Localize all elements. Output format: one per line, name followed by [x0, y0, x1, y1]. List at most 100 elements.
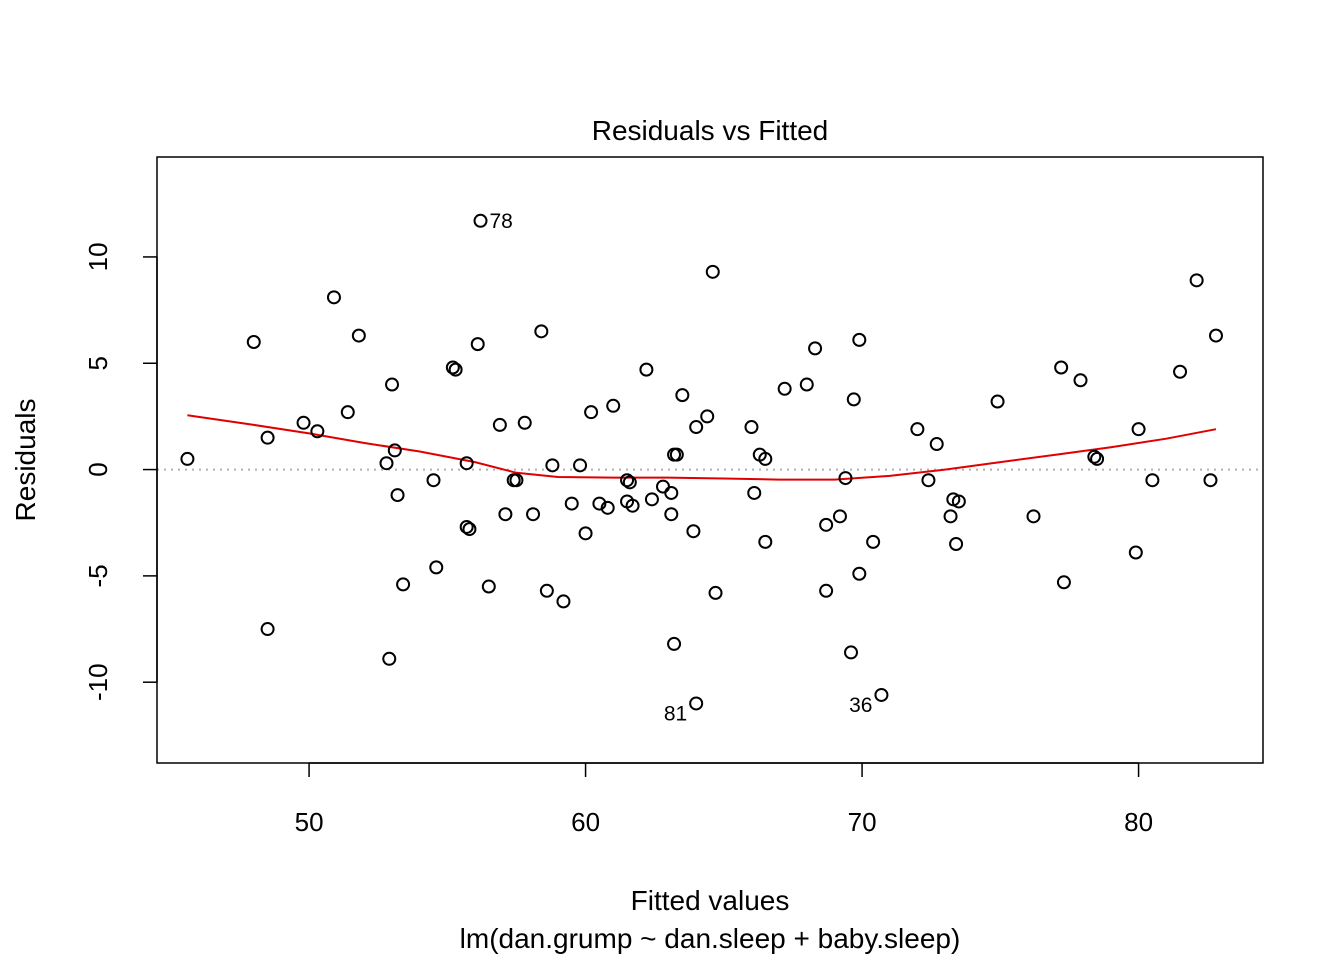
data-point [526, 507, 541, 522]
data-point [1087, 449, 1102, 464]
data-point [459, 519, 474, 534]
data-point [951, 494, 966, 509]
x-tick-label: 50 [295, 807, 324, 837]
data-point [990, 394, 1005, 409]
data-point [622, 475, 637, 490]
x-axis: 50 60 70 80 [295, 762, 1153, 837]
data-point [664, 507, 679, 522]
data-point [874, 687, 889, 702]
data-point [689, 696, 704, 711]
data-point [426, 473, 441, 488]
plot-frame [156, 156, 1264, 764]
data-point [708, 585, 723, 600]
data-point [246, 334, 261, 349]
data-point [1056, 575, 1071, 590]
y-tick-label: 10 [83, 242, 113, 271]
data-point [1189, 273, 1204, 288]
data-point [644, 492, 659, 507]
data-point [473, 213, 488, 228]
data-point [509, 473, 524, 488]
data-point [539, 583, 554, 598]
data-point [340, 405, 355, 420]
data-point [396, 577, 411, 592]
data-point [260, 430, 275, 445]
point-label: 78 [490, 210, 513, 233]
data-point [448, 362, 463, 377]
data-point [846, 392, 861, 407]
x-tick-label: 80 [1124, 807, 1153, 837]
data-point [943, 509, 958, 524]
data-point [1054, 360, 1069, 375]
data-point [910, 422, 925, 437]
data-point [744, 420, 759, 435]
data-point [600, 500, 615, 515]
data-point [844, 645, 859, 660]
data-point [545, 458, 560, 473]
point-label: 36 [849, 694, 872, 717]
data-point [1026, 509, 1041, 524]
data-point [808, 341, 823, 356]
data-point [429, 560, 444, 575]
data-point [705, 264, 720, 279]
data-point [584, 405, 599, 420]
x-axis-title: Fitted values [631, 885, 790, 916]
data-point [578, 526, 593, 541]
data-point [832, 509, 847, 524]
data-point [758, 451, 773, 466]
data-point [492, 417, 507, 432]
data-point [564, 496, 579, 511]
data-point [852, 332, 867, 347]
data-point [459, 456, 474, 471]
data-point [310, 424, 325, 439]
data-point [700, 409, 715, 424]
data-point [387, 443, 402, 458]
data-point [620, 473, 635, 488]
data-point [667, 636, 682, 651]
data-point [625, 498, 640, 513]
data-point [498, 507, 513, 522]
data-point [326, 290, 341, 305]
data-point [747, 485, 762, 500]
data-point [1090, 451, 1105, 466]
data-point [445, 360, 460, 375]
data-points [180, 213, 1223, 711]
data-point [838, 471, 853, 486]
data-point [481, 579, 496, 594]
data-point [379, 456, 394, 471]
data-point [1203, 473, 1218, 488]
point-label: 81 [664, 702, 687, 725]
plot-area: 78 81 36 [156, 156, 1264, 764]
data-point [1128, 545, 1143, 560]
data-point [351, 328, 366, 343]
data-point [655, 479, 670, 494]
y-tick-label: 5 [83, 356, 113, 370]
data-point [819, 583, 834, 598]
data-point [1131, 422, 1146, 437]
y-tick-label: -10 [83, 663, 113, 701]
data-point [1073, 373, 1088, 388]
y-tick-label: 0 [83, 462, 113, 476]
y-axis: -10 -5 0 5 10 [83, 242, 158, 701]
data-point [592, 496, 607, 511]
chart-title: Residuals vs Fitted [592, 115, 829, 146]
data-point [866, 534, 881, 549]
data-point [470, 337, 485, 352]
data-point [385, 377, 400, 392]
data-point [799, 377, 814, 392]
data-point [556, 594, 571, 609]
data-point [296, 415, 311, 430]
data-point [669, 447, 684, 462]
data-point [949, 536, 964, 551]
data-point [686, 524, 701, 539]
data-point [573, 458, 588, 473]
data-point [675, 388, 690, 403]
data-point [689, 420, 704, 435]
data-point [534, 324, 549, 339]
data-point [852, 566, 867, 581]
data-point [639, 362, 654, 377]
data-point [777, 381, 792, 396]
data-point [390, 488, 405, 503]
data-point [606, 398, 621, 413]
data-point [1208, 328, 1223, 343]
